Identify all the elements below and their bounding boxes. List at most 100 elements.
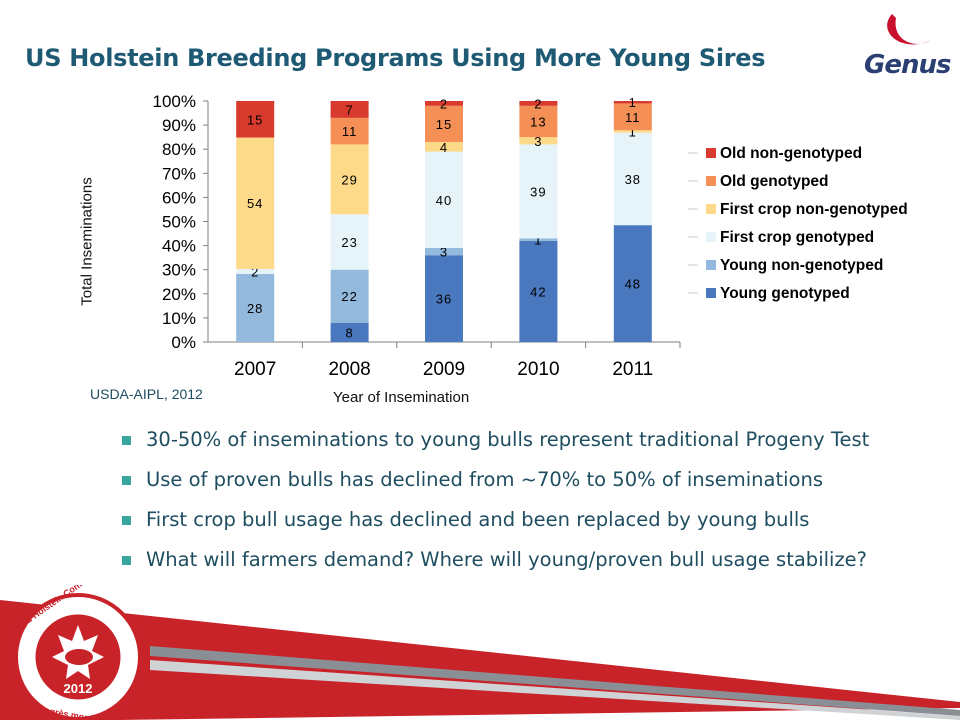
bar-segment — [519, 238, 558, 241]
x-tick-label: 2008 — [328, 359, 370, 380]
bullet-text: First crop bull usage has declined and b… — [146, 508, 810, 531]
y-tick-label: 100% — [153, 92, 196, 111]
data-label: 11 — [625, 110, 641, 125]
bullet-item: 30-50% of inseminations to young bulls r… — [122, 426, 952, 454]
legend-swatch — [706, 204, 716, 214]
bar-segment — [425, 141, 463, 152]
data-label: 29 — [341, 172, 357, 187]
logo-swoosh-icon — [887, 14, 932, 45]
bar-chart: 0% 10% 20% 30% 40% 50% 60% 70% 80% 90% 100% 2007 200… — [153, 92, 908, 380]
legend-label: First crop non-genotyped — [720, 201, 908, 218]
bar-segment — [330, 117, 369, 145]
bar-segment — [613, 101, 652, 104]
y-tick-label: 90% — [162, 116, 196, 135]
bar-segment — [613, 225, 652, 342]
y-tick-label: 0% — [171, 333, 196, 352]
bar-segment — [425, 248, 463, 256]
y-tick-label: 30% — [162, 261, 196, 280]
data-label: 42 — [530, 284, 546, 299]
data-label: 22 — [341, 289, 357, 304]
data-label: 13 — [530, 114, 546, 129]
bar-segment — [236, 268, 275, 274]
data-label: 54 — [247, 196, 263, 211]
bullet-text: 30-50% of inseminations to young bulls r… — [146, 428, 870, 451]
bullet-square-icon — [122, 556, 131, 565]
data-label: 7 — [345, 102, 353, 117]
bullet-square-icon — [122, 436, 131, 445]
bar-segment — [330, 322, 369, 342]
bullet-item: First crop bull usage has declined and b… — [122, 506, 952, 534]
bar-segment — [519, 101, 558, 106]
data-label: 3 — [440, 245, 448, 260]
legend-label: Young non-genotyped — [720, 257, 883, 274]
bullet-item: Use of proven bulls has declined from ~7… — [122, 466, 952, 494]
y-tick-label: 10% — [162, 309, 196, 328]
bar-segment — [519, 144, 558, 239]
data-label: 2 — [251, 264, 259, 279]
legend-label: Old non-genotyped — [720, 145, 862, 162]
bar-segment — [519, 240, 558, 342]
data-label: 1 — [629, 95, 637, 110]
y-axis-title: Total Inseminations — [78, 177, 96, 306]
y-tick-label: 40% — [162, 237, 196, 256]
y-tick-label: 50% — [162, 213, 196, 232]
bar-segment — [613, 103, 652, 131]
bullet-text: Use of proven bulls has declined from ~7… — [146, 468, 824, 491]
y-tick-label: 70% — [162, 164, 196, 183]
x-tick-label: 2011 — [612, 359, 653, 380]
y-tick-label: 80% — [162, 140, 196, 159]
data-label: 2 — [440, 96, 448, 111]
bar-segment — [330, 144, 369, 215]
genus-logo: Genus — [862, 10, 954, 80]
data-label: 38 — [625, 172, 641, 187]
data-label: 36 — [436, 292, 452, 307]
bar-segment — [425, 255, 463, 342]
bar-segment — [425, 101, 463, 106]
y-tick-label: 20% — [162, 285, 196, 304]
bar-segment — [425, 105, 463, 142]
source-note: USDA-AIPL, 2012 — [90, 386, 203, 402]
bar-segment — [236, 101, 275, 138]
decorative-stripes — [0, 600, 960, 720]
bullet-square-icon — [122, 516, 131, 525]
data-label: 1 — [629, 124, 637, 139]
data-label: 23 — [341, 235, 357, 250]
data-label: 2 — [534, 96, 542, 111]
legend-swatch — [706, 148, 716, 158]
bar-segment — [613, 132, 652, 226]
legend-swatch — [706, 176, 716, 186]
bar-segment — [330, 269, 369, 323]
data-label: 40 — [436, 193, 452, 208]
data-label: 11 — [342, 124, 358, 139]
bullet-list: 30-50% of inseminations to young bulls r… — [122, 426, 952, 586]
bar-segment — [519, 137, 558, 145]
legend-swatch — [706, 260, 716, 270]
legend-swatch — [706, 288, 716, 298]
data-label: 48 — [625, 277, 641, 292]
x-tick-label: 2009 — [423, 359, 465, 380]
bar-segment — [236, 137, 275, 269]
badge-year: 2012 — [64, 681, 93, 696]
data-label: 15 — [436, 117, 452, 132]
conference-badge: 2012 World Holstein Conference Congrès m… — [7, 585, 143, 720]
bar-segment — [330, 214, 369, 270]
bar-segment — [613, 130, 652, 133]
bullet-text: What will farmers demand? Where will you… — [146, 548, 868, 571]
x-tick-label: 2007 — [234, 359, 276, 380]
bullet-square-icon — [122, 476, 131, 485]
bar-segment — [425, 151, 463, 249]
slide-title: US Holstein Breeding Programs Using More… — [25, 44, 766, 72]
legend-label: First crop genotyped — [720, 229, 874, 246]
data-label: 1 — [534, 233, 542, 248]
legend-swatch — [706, 232, 716, 242]
data-label: 39 — [530, 184, 546, 199]
data-label: 4 — [440, 140, 448, 155]
y-tick-label: 60% — [162, 188, 196, 207]
data-label: 28 — [247, 301, 263, 316]
data-label: 15 — [247, 112, 263, 127]
data-label: 3 — [534, 134, 542, 149]
data-label: 8 — [345, 325, 353, 340]
logo-text: Genus — [864, 50, 951, 80]
legend-label: Old genotyped — [720, 173, 829, 190]
x-axis-title: Year of Insemination — [333, 389, 470, 406]
